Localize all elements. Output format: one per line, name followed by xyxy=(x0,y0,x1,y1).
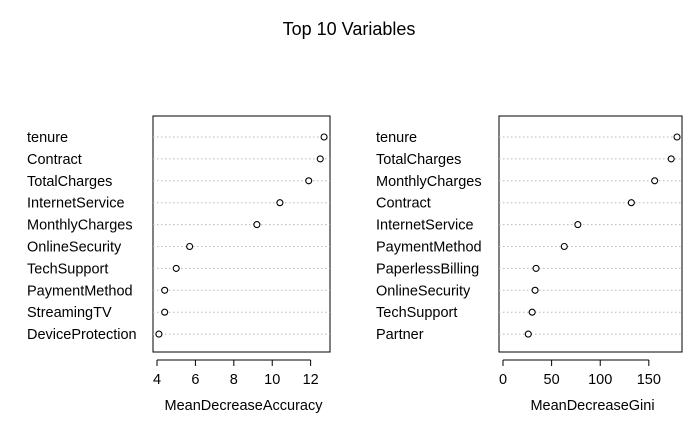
panel-1-x-tick-label: 12 xyxy=(303,372,319,388)
panel-2-point-OnlineSecurity xyxy=(531,286,539,294)
panel-1-x-tick-label: 8 xyxy=(230,372,238,388)
panel-2-x-axis-label: MeanDecreaseGini xyxy=(530,398,654,414)
panel-2-point-PaperlessBilling xyxy=(532,264,540,272)
panel-1-point-TechSupport xyxy=(172,264,180,272)
panel-1-point-tenure xyxy=(320,133,328,141)
panel-1-category-label: PaymentMethod xyxy=(27,283,133,299)
panel-2-point-TechSupport xyxy=(528,308,536,316)
panel-1-category-label: StreamingTV xyxy=(27,305,112,321)
panel-1-category-label: MonthlyCharges xyxy=(27,218,133,234)
panel-1-x-tick-label: 4 xyxy=(153,372,161,388)
panel-2-category-label: TotalCharges xyxy=(376,152,461,168)
panel-1-category-label: Contract xyxy=(27,152,82,168)
panel-2-category-label: PaperlessBilling xyxy=(376,261,479,277)
panel-2-x-tick-label: 100 xyxy=(588,372,612,388)
panel-1-x-tick-label: 6 xyxy=(191,372,199,388)
panel-2-category-label: MonthlyCharges xyxy=(376,174,482,190)
panel-1-point-StreamingTV xyxy=(161,308,169,316)
panel-1-point-PaymentMethod xyxy=(161,286,169,294)
panel-1-point-TotalCharges xyxy=(305,177,313,185)
panel-2-point-InternetService xyxy=(574,221,582,229)
panel-1-category-label: tenure xyxy=(27,130,68,146)
panel-1-category-label: InternetService xyxy=(27,196,125,212)
panel-1-x-axis-label: MeanDecreaseAccuracy xyxy=(165,398,324,414)
panel-1-frame xyxy=(152,115,331,353)
panel-2-category-label: OnlineSecurity xyxy=(376,283,471,299)
panel-1-category-label: DeviceProtection xyxy=(27,327,137,343)
panel-2-category-label: Partner xyxy=(376,327,424,343)
panel-2-point-tenure xyxy=(673,133,681,141)
panel-2-point-TotalCharges xyxy=(667,155,675,163)
panel-1-point-Contract xyxy=(316,155,324,163)
panel-2-x-tick-label: 50 xyxy=(544,372,560,388)
panel-2-category-label: InternetService xyxy=(376,218,474,234)
panel-1-category-label: OnlineSecurity xyxy=(27,240,122,256)
panel-2-category-label: tenure xyxy=(376,130,417,146)
panel-2-x-tick-label: 0 xyxy=(499,372,507,388)
panel-2-frame xyxy=(498,115,683,353)
panel-1-category-label: TechSupport xyxy=(27,261,108,277)
panel-1-point-InternetService xyxy=(276,199,284,207)
chart-title: Top 10 Variables xyxy=(283,19,416,39)
panel-2-point-MonthlyCharges xyxy=(651,177,659,185)
panel-2-point-PaymentMethod xyxy=(560,242,568,251)
panel-1-category-label: TotalCharges xyxy=(27,174,112,190)
panel-2-category-label: Contract xyxy=(376,196,431,212)
panel-2-category-label: PaymentMethod xyxy=(376,240,482,256)
panel-1-x-tick-label: 10 xyxy=(264,372,280,388)
panel-1-point-OnlineSecurity xyxy=(186,242,194,251)
panel-1-point-MonthlyCharges xyxy=(253,221,261,229)
panel-2-category-label: TechSupport xyxy=(376,305,457,321)
panel-1-point-DeviceProtection xyxy=(155,330,163,338)
panel-2-point-Contract xyxy=(627,199,635,207)
panel-2-x-tick-label: 150 xyxy=(637,372,661,388)
panel-2-point-Partner xyxy=(524,330,532,338)
